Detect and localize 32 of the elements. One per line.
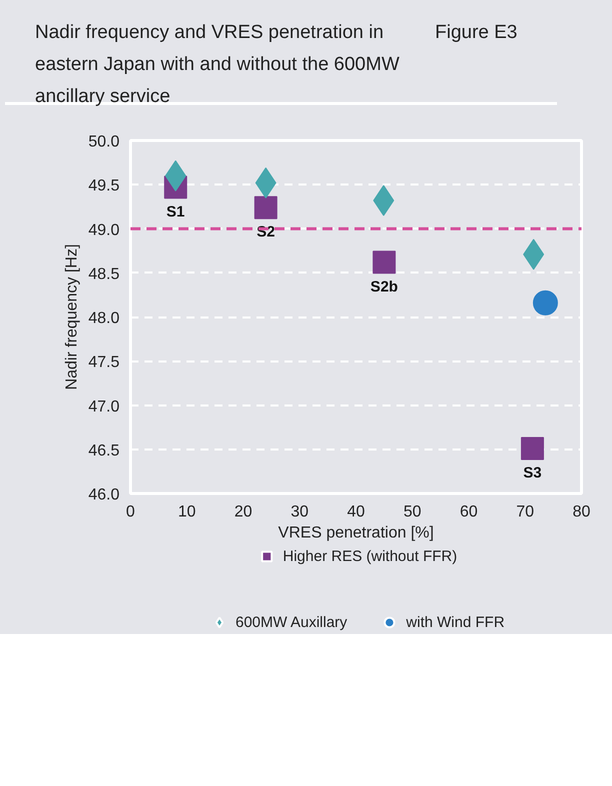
x-tick-label: 10 [178, 504, 196, 520]
y-tick-label: 50.0 [88, 134, 120, 150]
y-tick-label: 48.0 [88, 310, 120, 327]
x-tick-label: 50 [403, 504, 422, 520]
legend-label: with Wind FFR [406, 614, 505, 630]
y-tick-label: 49.5 [88, 178, 120, 195]
x-tick-label: 0 [126, 504, 136, 520]
y-tick-label: 49.0 [88, 222, 120, 239]
point [520, 436, 544, 460]
y-tick-label: 46.0 [88, 486, 120, 504]
y-tick-label: 47.5 [88, 354, 120, 372]
x-tick-label: 40 [347, 504, 365, 520]
caption: Figure E3 [435, 21, 518, 45]
annotation: S1 [166, 203, 185, 220]
x-tick-label: 80 [572, 504, 590, 520]
legend-label: Higher RES (without FFR) [282, 548, 458, 564]
annotation: S2b [370, 278, 398, 296]
point [532, 290, 558, 316]
point [372, 250, 396, 274]
chart-title: Nadir frequency and VRES penetration in eastern Japan with and without the 600MW ancillary service [35, 21, 400, 109]
x-tick-label: 30 [290, 504, 309, 520]
x-tick-label: 60 [460, 504, 478, 520]
y-tick-label: 46.5 [88, 442, 120, 460]
x-tick-label: 20 [234, 504, 252, 520]
y-axis-title: Nadir frequency [Hz] [63, 244, 80, 390]
legend-label: 600MW Auxillary [235, 614, 348, 630]
x-tick-label: 70 [516, 504, 534, 520]
annotation: S3 [523, 464, 542, 482]
y-tick-label: 47.0 [88, 398, 120, 416]
y-tick-label: 48.5 [88, 266, 120, 283]
x-axis-title: VRES penetration [%] [278, 524, 434, 542]
point [254, 196, 278, 220]
